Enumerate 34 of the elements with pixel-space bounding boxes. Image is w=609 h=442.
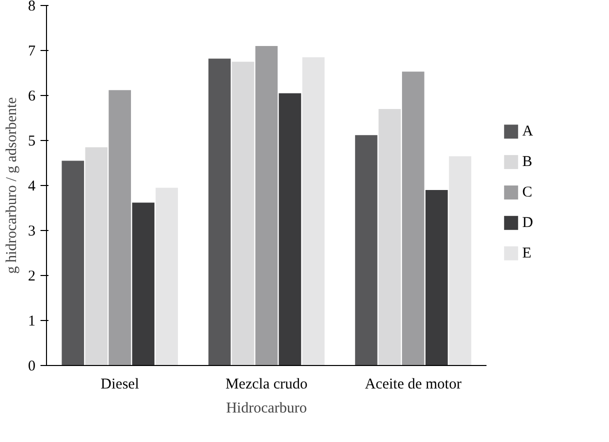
y-axis-title: g hidrocarburo / g adsorbente xyxy=(4,96,20,274)
x-tick-label: Aceite de motor xyxy=(364,376,462,392)
y-tick-label: 8 xyxy=(28,0,36,14)
x-tick-label: Diesel xyxy=(100,376,139,392)
legend-label: A xyxy=(522,124,534,140)
bar xyxy=(85,147,108,366)
y-tick-label: 6 xyxy=(28,88,36,104)
bar xyxy=(425,190,448,366)
y-tick-label: 5 xyxy=(28,134,36,150)
bar xyxy=(302,57,325,366)
legend-label: B xyxy=(522,154,532,170)
x-axis-title: Hidrocarburo xyxy=(226,400,307,416)
y-tick-label: 7 xyxy=(28,44,36,60)
y-tick-label: 3 xyxy=(28,224,36,240)
bar xyxy=(355,135,378,366)
x-tick-label: Mezcla crudo xyxy=(225,376,308,392)
bar xyxy=(208,58,231,366)
bar xyxy=(232,62,254,366)
bar xyxy=(156,188,178,366)
bar xyxy=(378,109,401,366)
legend-label: C xyxy=(522,184,532,200)
bar xyxy=(108,90,131,366)
bar xyxy=(402,72,424,366)
bar xyxy=(132,202,154,366)
y-tick-label: 1 xyxy=(28,314,36,330)
bar xyxy=(278,93,302,366)
y-tick-label: 0 xyxy=(28,358,36,374)
y-tick-label: 4 xyxy=(28,178,36,194)
legend-label: D xyxy=(522,214,534,231)
bar xyxy=(255,46,278,366)
y-tick-label: 2 xyxy=(28,268,36,284)
legend-label: E xyxy=(522,245,532,262)
bar xyxy=(62,160,84,366)
bar xyxy=(448,156,472,366)
